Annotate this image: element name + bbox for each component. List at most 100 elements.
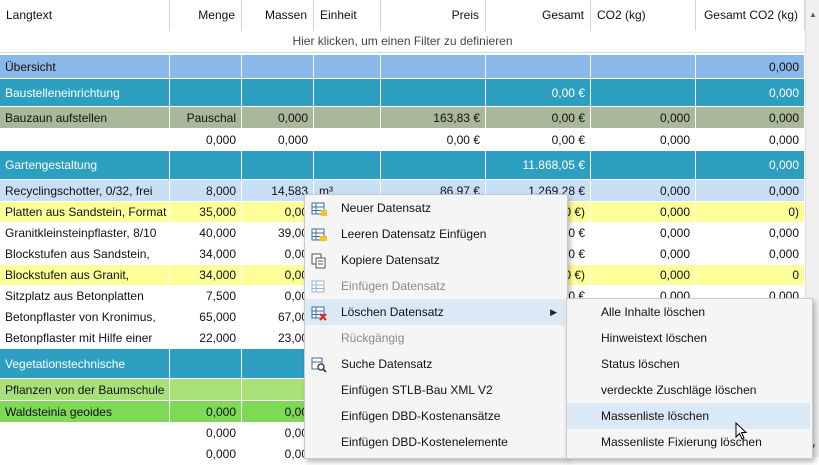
table-cell[interactable]: Blockstufen aus Granit,: [0, 265, 170, 286]
table-cell[interactable]: [591, 79, 696, 107]
table-cell[interactable]: Platten aus Sandstein, Format: [0, 202, 170, 223]
table-cell[interactable]: Übersicht: [0, 55, 170, 79]
table-cell[interactable]: 0,00: [242, 202, 314, 223]
table-cell[interactable]: Waldsteinia geoides: [0, 401, 170, 423]
table-cell[interactable]: 34,000: [170, 244, 242, 265]
table-cell[interactable]: 0,000: [591, 265, 696, 286]
table-cell[interactable]: Baustelleneinrichtung: [0, 79, 170, 107]
scroll-up-icon[interactable]: ▲: [809, 10, 817, 19]
table-cell[interactable]: [381, 55, 486, 79]
table-cell[interactable]: 0,000: [696, 79, 805, 107]
group-row[interactable]: Übersicht 0,000: [0, 55, 805, 79]
table-cell[interactable]: [314, 151, 381, 180]
table-cell[interactable]: 0,000: [591, 202, 696, 223]
table-cell[interactable]: [314, 55, 381, 79]
table-cell[interactable]: 23,00: [242, 328, 314, 349]
submenu-item-alle-inhalte-löschen[interactable]: Alle Inhalte löschen: [567, 299, 810, 325]
table-cell[interactable]: Gartengestaltung: [0, 151, 170, 180]
table-cell[interactable]: Blockstufen aus Sandstein,: [0, 244, 170, 265]
submenu-item-verdeckte-zuschläge-löschen[interactable]: verdeckte Zuschläge löschen: [567, 377, 810, 403]
table-cell[interactable]: 0,000: [242, 129, 314, 151]
table-cell[interactable]: 34,000: [170, 265, 242, 286]
table-cell[interactable]: [170, 151, 242, 180]
table-cell[interactable]: [381, 79, 486, 107]
table-cell[interactable]: 0,00: [242, 423, 314, 444]
table-cell[interactable]: [0, 444, 170, 465]
table-cell[interactable]: 8,000: [170, 180, 242, 202]
table-cell[interactable]: 67,00: [242, 307, 314, 328]
table-cell[interactable]: 0,000: [170, 444, 242, 465]
table-cell[interactable]: Vegetationstechnische: [0, 349, 170, 379]
table-cell[interactable]: 22,000: [170, 328, 242, 349]
table-cell[interactable]: 0,000: [591, 244, 696, 265]
table-cell[interactable]: [242, 55, 314, 79]
table-cell[interactable]: 0,000: [591, 129, 696, 151]
table-cell[interactable]: [314, 79, 381, 107]
table-cell[interactable]: 35,000: [170, 202, 242, 223]
header-preis[interactable]: Preis: [381, 0, 486, 31]
table-cell[interactable]: 39,00: [242, 223, 314, 244]
table-cell[interactable]: Sitzplatz aus Betonplatten: [0, 286, 170, 307]
table-cell[interactable]: Recyclingschotter, 0/32, frei: [0, 180, 170, 202]
header-gesamt-co2[interactable]: Gesamt CO2 (kg): [696, 0, 805, 31]
table-cell[interactable]: [591, 55, 696, 79]
menu-item-rückgängig[interactable]: Rückgängig: [305, 325, 565, 351]
table-cell[interactable]: Pflanzen von der Baumschule: [0, 379, 170, 401]
table-cell[interactable]: [170, 379, 242, 401]
table-cell[interactable]: Pauschal: [170, 107, 242, 129]
table-cell[interactable]: 0,000: [170, 423, 242, 444]
menu-item-neuer-datensatz[interactable]: Neuer Datensatz: [305, 195, 565, 221]
group-row[interactable]: Baustelleneinrichtung 0,00 € 0,000: [0, 79, 805, 107]
table-cell[interactable]: [170, 79, 242, 107]
table-row[interactable]: 0,000 0,000 0,00 €0,00 €0,000 0,000: [0, 129, 805, 151]
table-cell[interactable]: 0,000: [696, 151, 805, 180]
submenu-item-status-löschen[interactable]: Status löschen: [567, 351, 810, 377]
table-cell[interactable]: [314, 107, 381, 129]
table-row[interactable]: Recyclingschotter, 0/32, frei 8,000 14,583…: [0, 180, 805, 202]
table-cell[interactable]: 0,00 €: [486, 129, 591, 151]
menu-item-kopiere-datensatz[interactable]: Kopiere Datensatz: [305, 247, 565, 273]
submenu-item-hinweistext-löschen[interactable]: Hinweistext löschen: [567, 325, 810, 351]
table-cell[interactable]: 0: [696, 265, 805, 286]
menu-item-einfügen-dbd-kostenelemente[interactable]: Einfügen DBD-Kostenelemente: [305, 429, 565, 455]
table-cell[interactable]: [486, 55, 591, 79]
table-cell[interactable]: [0, 129, 170, 151]
header-gesamt[interactable]: Gesamt: [486, 0, 591, 31]
table-cell[interactable]: [170, 349, 242, 379]
table-cell[interactable]: [242, 79, 314, 107]
menu-item-einfügen-datensatz[interactable]: Einfügen Datensatz: [305, 273, 565, 299]
table-cell[interactable]: 0,000: [696, 129, 805, 151]
table-cell[interactable]: 0,000: [591, 223, 696, 244]
submenu-item-massenliste-fixierung-löschen[interactable]: Massenliste Fixierung löschen: [567, 429, 810, 455]
header-co2[interactable]: CO2 (kg): [591, 0, 696, 31]
table-cell[interactable]: Betonpflaster von Kronimus,: [0, 307, 170, 328]
header-einheit[interactable]: Einheit: [314, 0, 381, 31]
table-cell[interactable]: 0,00 €: [381, 129, 486, 151]
table-cell[interactable]: 0,000: [170, 129, 242, 151]
table-cell[interactable]: 0,00: [242, 401, 314, 423]
table-cell[interactable]: 0,000: [591, 180, 696, 202]
table-cell[interactable]: [242, 349, 314, 379]
table-cell[interactable]: 0,00: [242, 244, 314, 265]
table-cell[interactable]: 0,000: [170, 401, 242, 423]
table-cell[interactable]: Bauzaun aufstellen: [0, 107, 170, 129]
table-cell[interactable]: [381, 151, 486, 180]
menu-item-suche-datensatz[interactable]: Suche Datensatz: [305, 351, 565, 377]
header-menge[interactable]: Menge: [170, 0, 242, 31]
table-cell[interactable]: 14,583: [242, 180, 314, 202]
header-langtext[interactable]: Langtext: [0, 0, 170, 31]
table-cell[interactable]: 0,00 €: [486, 107, 591, 129]
filter-row[interactable]: Hier klicken, um einen Filter zu definie…: [0, 31, 805, 53]
table-cell[interactable]: 0,000: [242, 107, 314, 129]
submenu-item-massenliste-löschen[interactable]: Massenliste löschen: [567, 403, 810, 429]
group-row[interactable]: Gartengestaltung 11.868,05 € 0,000: [0, 151, 805, 180]
table-cell[interactable]: 0): [696, 202, 805, 223]
table-cell[interactable]: [0, 423, 170, 444]
table-cell[interactable]: 0,000: [696, 107, 805, 129]
table-cell[interactable]: 0,000: [696, 244, 805, 265]
table-cell[interactable]: [314, 129, 381, 151]
table-cell[interactable]: 11.868,05 €: [486, 151, 591, 180]
table-cell[interactable]: 65,000: [170, 307, 242, 328]
menu-item-einfügen-stlb-bau-xml-v2[interactable]: Einfügen STLB-Bau XML V2: [305, 377, 565, 403]
table-cell[interactable]: [591, 151, 696, 180]
